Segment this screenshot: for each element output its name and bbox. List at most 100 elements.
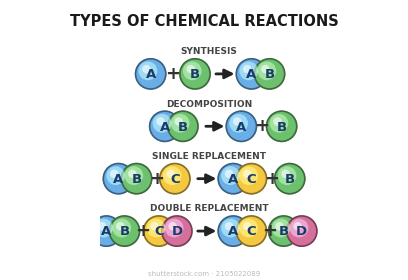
Circle shape [268,216,299,246]
Circle shape [273,117,282,126]
Circle shape [143,215,175,247]
Circle shape [102,163,134,195]
Circle shape [235,163,267,195]
Circle shape [161,215,193,247]
Circle shape [121,163,153,195]
Circle shape [150,222,159,230]
Circle shape [293,222,302,230]
Text: +: + [149,170,164,188]
Circle shape [277,166,296,185]
Text: D: D [171,225,182,238]
Text: SINGLE REPLACEMENT: SINGLE REPLACEMENT [152,152,266,161]
Circle shape [226,110,257,142]
Text: shutterstock.com · 2105022089: shutterstock.com · 2105022089 [148,271,260,277]
Text: C: C [170,173,180,186]
Circle shape [183,62,202,80]
Text: A: A [246,68,257,81]
Circle shape [290,219,308,237]
Text: TYPES OF CHEMICAL REACTIONS: TYPES OF CHEMICAL REACTIONS [70,14,338,29]
Circle shape [122,164,152,194]
Circle shape [255,59,285,89]
Circle shape [98,222,106,230]
Circle shape [91,215,122,247]
Text: A: A [160,121,170,134]
Text: B: B [285,173,295,186]
Circle shape [149,110,181,142]
Text: DECOMPOSITION: DECOMPOSITION [166,100,252,109]
Circle shape [257,62,276,80]
Circle shape [171,114,190,133]
Circle shape [286,215,318,247]
Circle shape [261,65,270,73]
Circle shape [146,219,165,237]
Text: +: + [135,222,150,240]
Circle shape [287,216,317,246]
Circle shape [128,170,137,178]
Circle shape [270,114,288,133]
Circle shape [243,222,251,230]
Circle shape [243,65,251,73]
Circle shape [150,111,180,141]
Text: B: B [190,68,200,81]
Circle shape [179,58,211,90]
Circle shape [162,216,192,246]
Circle shape [124,166,143,185]
Circle shape [139,62,157,80]
Circle shape [268,215,299,247]
Circle shape [144,216,174,246]
Circle shape [217,163,249,195]
Circle shape [266,111,297,141]
Circle shape [112,219,131,237]
Circle shape [229,114,248,133]
Circle shape [235,215,267,247]
Circle shape [175,117,183,126]
Circle shape [225,222,233,230]
Text: +: + [165,65,180,83]
Circle shape [186,65,195,73]
Circle shape [235,58,267,90]
Circle shape [221,219,240,237]
Circle shape [217,215,249,247]
Text: +: + [264,170,279,188]
Text: SYNTHESIS: SYNTHESIS [181,47,237,56]
Text: B: B [279,225,289,238]
Text: A: A [113,173,124,186]
Circle shape [135,59,166,89]
Text: C: C [246,225,256,238]
Circle shape [110,170,118,178]
Circle shape [236,216,266,246]
Text: A: A [101,225,111,238]
Circle shape [275,164,305,194]
Text: +: + [262,222,277,240]
Circle shape [218,164,248,194]
Text: A: A [236,121,246,134]
Circle shape [159,163,191,195]
Text: DOUBLE REPLACEMENT: DOUBLE REPLACEMENT [150,204,268,213]
Circle shape [91,216,122,246]
Circle shape [225,170,233,178]
Circle shape [106,166,125,185]
Circle shape [109,215,140,247]
Circle shape [142,65,151,73]
Circle shape [180,59,210,89]
Circle shape [239,166,258,185]
Text: +: + [254,117,269,135]
Circle shape [153,114,171,133]
Circle shape [254,58,286,90]
Circle shape [166,170,175,178]
Circle shape [239,219,258,237]
Circle shape [272,219,290,237]
Circle shape [281,170,290,178]
Circle shape [236,164,266,194]
Text: C: C [154,225,164,238]
Text: A: A [228,225,238,238]
Circle shape [167,110,199,142]
Text: B: B [264,68,275,81]
Circle shape [135,58,166,90]
Text: C: C [246,173,256,186]
Circle shape [266,110,297,142]
Circle shape [156,117,165,126]
Circle shape [168,111,198,141]
Circle shape [103,164,133,194]
Circle shape [243,170,251,178]
